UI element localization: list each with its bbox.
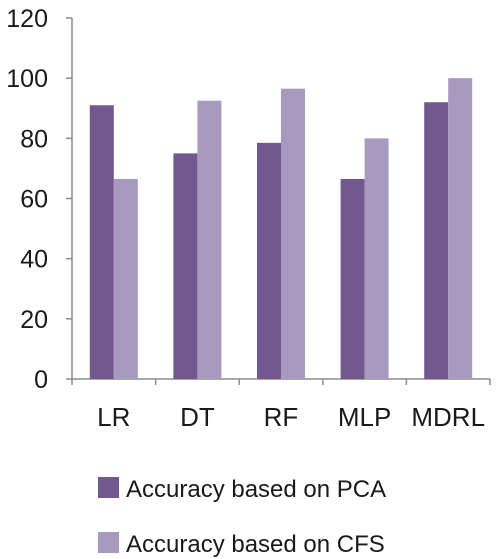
legend-label-series-2: Accuracy based on CFS <box>126 531 385 558</box>
bar-lr-series-1 <box>89 105 114 379</box>
x-category-label: MDRL <box>411 402 485 432</box>
legend-swatch-series-2 <box>98 532 119 553</box>
bar-mdrl-series-1 <box>424 102 449 379</box>
bar-dt-series-2 <box>197 100 222 380</box>
x-category-label: DT <box>180 402 215 432</box>
bar-mdrl-series-2 <box>448 78 473 380</box>
y-tick-label: 40 <box>20 246 48 274</box>
x-category-label: MLP <box>338 402 391 432</box>
x-category-label: RF <box>264 402 299 432</box>
x-category-label: LR <box>97 402 130 432</box>
legend-swatch-series-1 <box>98 477 119 498</box>
bar-mlp-series-2 <box>364 138 389 379</box>
y-tick-label: 80 <box>20 125 48 153</box>
y-tick-label: 0 <box>34 366 48 394</box>
legend-label-series-1: Accuracy based on PCA <box>126 476 386 503</box>
bar-mlp-series-1 <box>340 178 365 379</box>
y-tick-label: 20 <box>20 306 48 334</box>
x-axis: LR DT RF MLP MDRL <box>71 378 491 432</box>
y-axis: 0 20 40 60 80 100 120 <box>6 5 73 394</box>
legend: Accuracy based on PCA Accuracy based on C… <box>98 476 386 558</box>
bar-lr-series-2 <box>113 178 138 379</box>
bars <box>89 78 473 380</box>
bar-rf-series-2 <box>281 88 305 379</box>
y-tick-label: 120 <box>6 5 48 33</box>
y-tick-label: 100 <box>6 65 48 93</box>
bar-dt-series-1 <box>173 153 198 379</box>
y-tick-label: 60 <box>20 186 48 214</box>
bar-rf-series-1 <box>257 142 281 379</box>
